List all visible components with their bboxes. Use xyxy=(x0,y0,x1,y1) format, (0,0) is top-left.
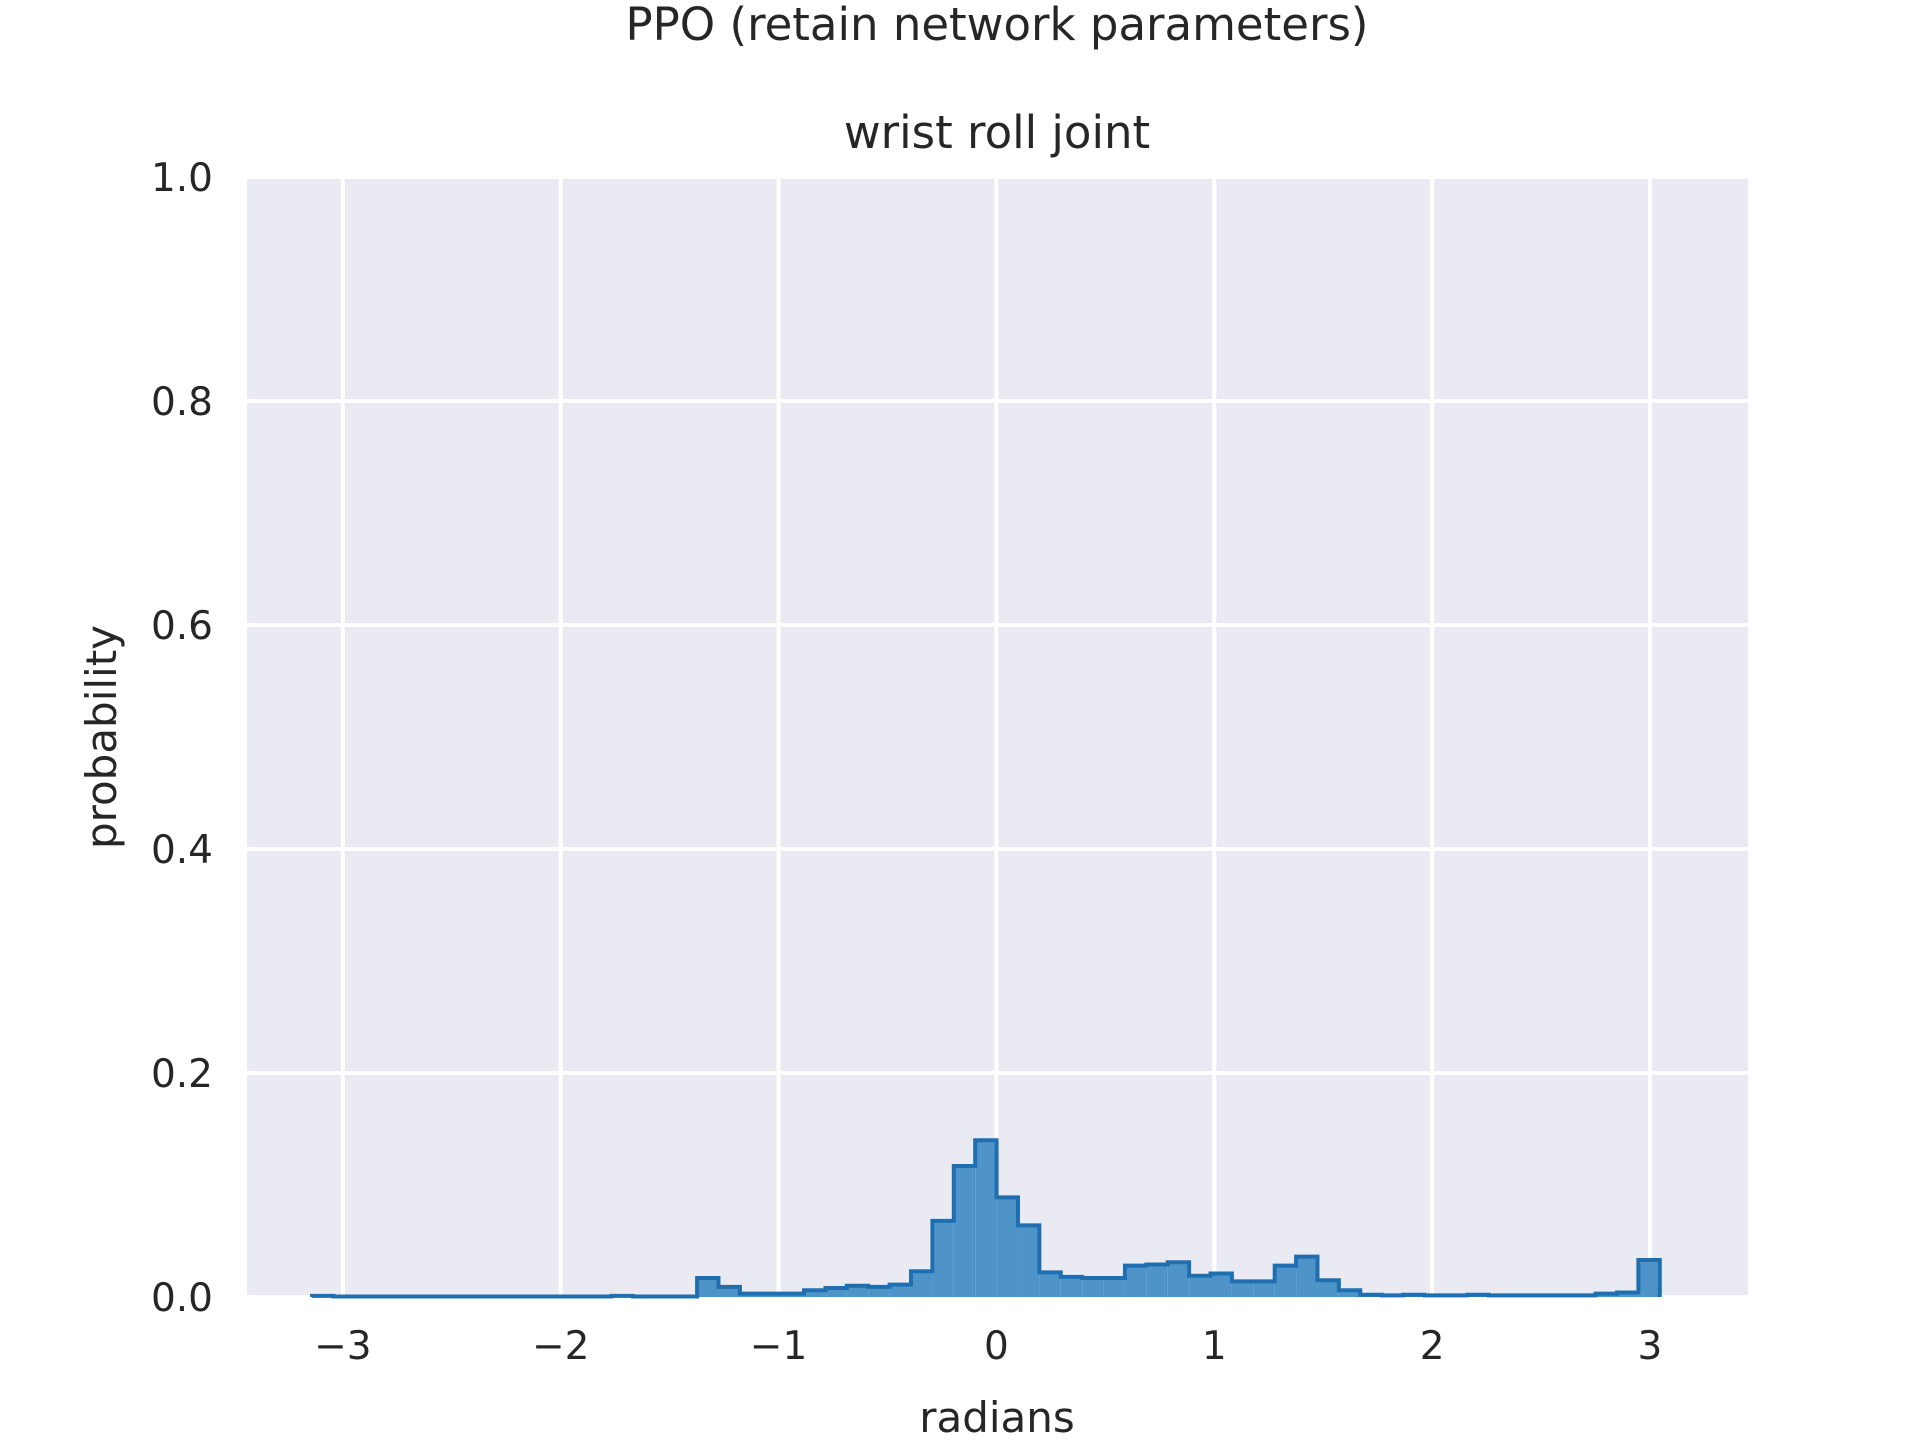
histogram-bar xyxy=(1167,1262,1190,1297)
histogram-bar xyxy=(1039,1272,1061,1297)
histogram-bar xyxy=(1317,1280,1339,1297)
y-axis-ticks: 0.0 0.2 0.4 0.6 0.8 1.0 xyxy=(151,156,213,1321)
y-axis-label: probability xyxy=(77,625,126,849)
histogram-bar xyxy=(996,1197,1018,1297)
histogram-bar xyxy=(1338,1290,1361,1297)
histogram-bar xyxy=(1060,1276,1083,1297)
histogram-step-outline xyxy=(310,1138,1662,1299)
x-tick-label: 0 xyxy=(984,1324,1009,1369)
histogram-bar xyxy=(1616,1292,1639,1297)
histogram-bar xyxy=(1103,1277,1125,1297)
histogram-bar xyxy=(1274,1265,1297,1297)
histogram-bar xyxy=(1082,1277,1104,1297)
histogram-bar xyxy=(953,1165,976,1297)
x-axis-label: radians xyxy=(919,1393,1075,1440)
histogram-bar xyxy=(1638,1260,1660,1297)
histogram-bar xyxy=(868,1286,890,1297)
histogram-bar xyxy=(846,1285,869,1297)
histogram-bar xyxy=(975,1140,997,1297)
histogram-bar xyxy=(804,1290,826,1297)
y-tick-label: 1.0 xyxy=(151,156,213,201)
x-tick-label: −1 xyxy=(750,1324,808,1369)
x-tick-label: 1 xyxy=(1202,1324,1227,1369)
y-tick-label: 0.6 xyxy=(151,604,213,649)
histogram-bar xyxy=(718,1286,740,1297)
histogram-bar xyxy=(825,1288,847,1297)
histogram-bar xyxy=(1253,1281,1275,1297)
y-tick-label: 0.2 xyxy=(151,1052,213,1097)
x-tick-label: −3 xyxy=(314,1324,372,1369)
x-tick-label: −2 xyxy=(532,1324,590,1369)
x-tick-label: 3 xyxy=(1638,1324,1663,1369)
y-tick-label: 0.8 xyxy=(151,380,213,425)
histogram-bar xyxy=(1146,1264,1168,1297)
histogram-bar xyxy=(1210,1273,1232,1297)
histogram-bar xyxy=(932,1220,954,1297)
histogram-bar xyxy=(1189,1275,1211,1297)
histogram-bar xyxy=(1017,1225,1040,1297)
histogram-bar xyxy=(1231,1281,1254,1297)
histogram-bars xyxy=(310,1138,1662,1299)
y-tick-label: 0.4 xyxy=(151,828,213,873)
x-axis-ticks: −3 −2 −1 0 1 2 3 xyxy=(314,1324,1662,1369)
histogram-bar xyxy=(697,1277,719,1297)
histogram-bar xyxy=(1124,1265,1147,1297)
x-tick-label: 2 xyxy=(1420,1324,1445,1369)
histogram-bar xyxy=(1296,1256,1318,1297)
chart-title: wrist roll joint xyxy=(844,106,1150,159)
chart-suptitle: PPO (retain network parameters) xyxy=(626,0,1369,51)
histogram-bar xyxy=(889,1284,912,1297)
y-tick-label: 0.0 xyxy=(151,1276,213,1321)
histogram-bar xyxy=(911,1271,933,1297)
